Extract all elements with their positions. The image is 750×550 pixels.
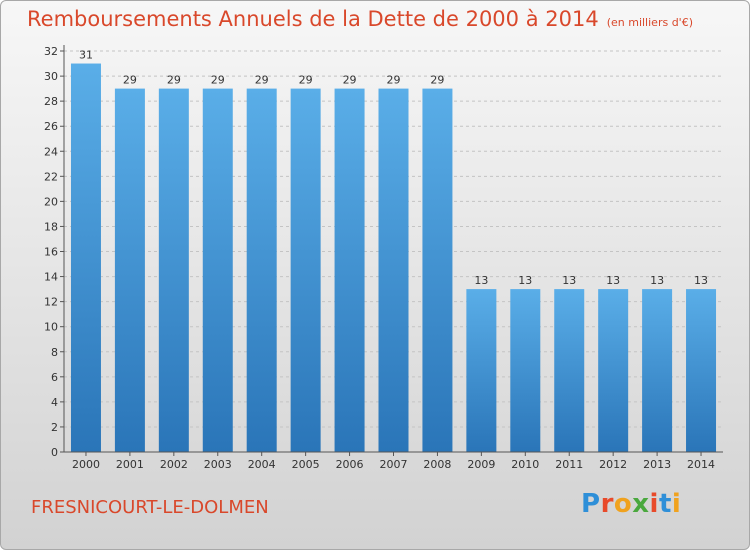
- bar-2003: [202, 88, 233, 452]
- data-label-2014: 13: [694, 274, 708, 287]
- data-label-2010: 13: [518, 274, 532, 287]
- data-label-2006: 29: [343, 74, 357, 87]
- bar-2002: [158, 88, 189, 452]
- y-tick-label: 26: [44, 120, 58, 133]
- y-tick-label: 32: [44, 45, 58, 58]
- data-label-2005: 29: [299, 74, 313, 87]
- logo-letter: o: [613, 489, 633, 519]
- x-tick-label-2005: 2005: [292, 458, 320, 471]
- data-label-2004: 29: [255, 74, 269, 87]
- x-tick-label-2007: 2007: [380, 458, 408, 471]
- y-tick-label: 10: [44, 321, 58, 334]
- x-tick-label-2002: 2002: [160, 458, 188, 471]
- y-tick-label: 12: [44, 296, 58, 309]
- bars: [70, 63, 717, 452]
- y-tick-label: 18: [44, 220, 58, 233]
- x-tick-label-2003: 2003: [204, 458, 232, 471]
- bar-2005: [290, 88, 321, 452]
- x-tick-label-2004: 2004: [248, 458, 276, 471]
- y-tick-label: 2: [51, 421, 58, 434]
- x-tick-label-2001: 2001: [116, 458, 144, 471]
- logo-letter: t: [658, 489, 672, 519]
- data-label-2002: 29: [167, 74, 181, 87]
- x-tick-label-2010: 2010: [511, 458, 539, 471]
- data-label-2003: 29: [211, 74, 225, 87]
- title-main: Remboursements Annuels de la Dette de 20…: [27, 7, 599, 31]
- bar-2001: [114, 88, 145, 452]
- bar-2009: [466, 289, 497, 452]
- bar-2004: [246, 88, 277, 452]
- x-tick-label-2011: 2011: [555, 458, 583, 471]
- data-label-2009: 13: [474, 274, 488, 287]
- bar-2007: [378, 88, 409, 452]
- y-tick-label: 0: [51, 446, 58, 459]
- y-tick-label: 28: [44, 95, 58, 108]
- data-labels: 31 29 29 29 29 29 29 29 29 13 13 13 13 13 13: [79, 49, 708, 288]
- y-tick-label: 4: [51, 396, 58, 409]
- y-tick-label: 8: [51, 346, 58, 359]
- y-tick-label: 6: [51, 371, 58, 384]
- data-label-2008: 29: [430, 74, 444, 87]
- logo-letter: x: [632, 489, 650, 519]
- bar-2008: [422, 88, 453, 452]
- bar-2000: [70, 63, 101, 452]
- x-tick-label-2012: 2012: [599, 458, 627, 471]
- title-unit: (en milliers d'€): [606, 16, 693, 29]
- bar-2013: [642, 289, 673, 452]
- data-label-2011: 13: [562, 274, 576, 287]
- data-label-2001: 29: [123, 74, 137, 87]
- logo-letter: i: [671, 489, 682, 519]
- y-tick-label: 30: [44, 70, 58, 83]
- bar-2011: [554, 289, 585, 452]
- x-tick-label-2006: 2006: [336, 458, 364, 471]
- bar-2012: [598, 289, 629, 452]
- x-tick-label-2008: 2008: [423, 458, 451, 471]
- y-tick-label: 20: [44, 195, 58, 208]
- x-tick-label-2014: 2014: [687, 458, 715, 471]
- data-label-2007: 29: [387, 74, 401, 87]
- logo-letter: r: [600, 489, 614, 519]
- chart-title: Remboursements Annuels de la Dette de 20…: [27, 7, 693, 31]
- data-label-2000: 31: [79, 49, 93, 62]
- bar-2010: [510, 289, 541, 452]
- y-tick-label: 16: [44, 246, 58, 259]
- logo-letter: i: [649, 489, 659, 519]
- commune-name: FRESNICOURT-LE-DOLMEN: [31, 497, 269, 518]
- y-tick-label: 24: [44, 145, 58, 158]
- y-tick-label: 14: [44, 271, 58, 284]
- x-tick-label-2013: 2013: [643, 458, 671, 471]
- bar-2014: [686, 289, 717, 452]
- logo-letter: P: [581, 489, 601, 519]
- y-tick-label: 22: [44, 170, 58, 183]
- data-label-2012: 13: [606, 274, 620, 287]
- data-label-2013: 13: [650, 274, 664, 287]
- proxiti-logo[interactable]: Proxiti: [581, 489, 681, 519]
- x-tick-label-2009: 2009: [467, 458, 495, 471]
- x-tick-label-2000: 2000: [72, 458, 100, 471]
- bar-2006: [334, 88, 365, 452]
